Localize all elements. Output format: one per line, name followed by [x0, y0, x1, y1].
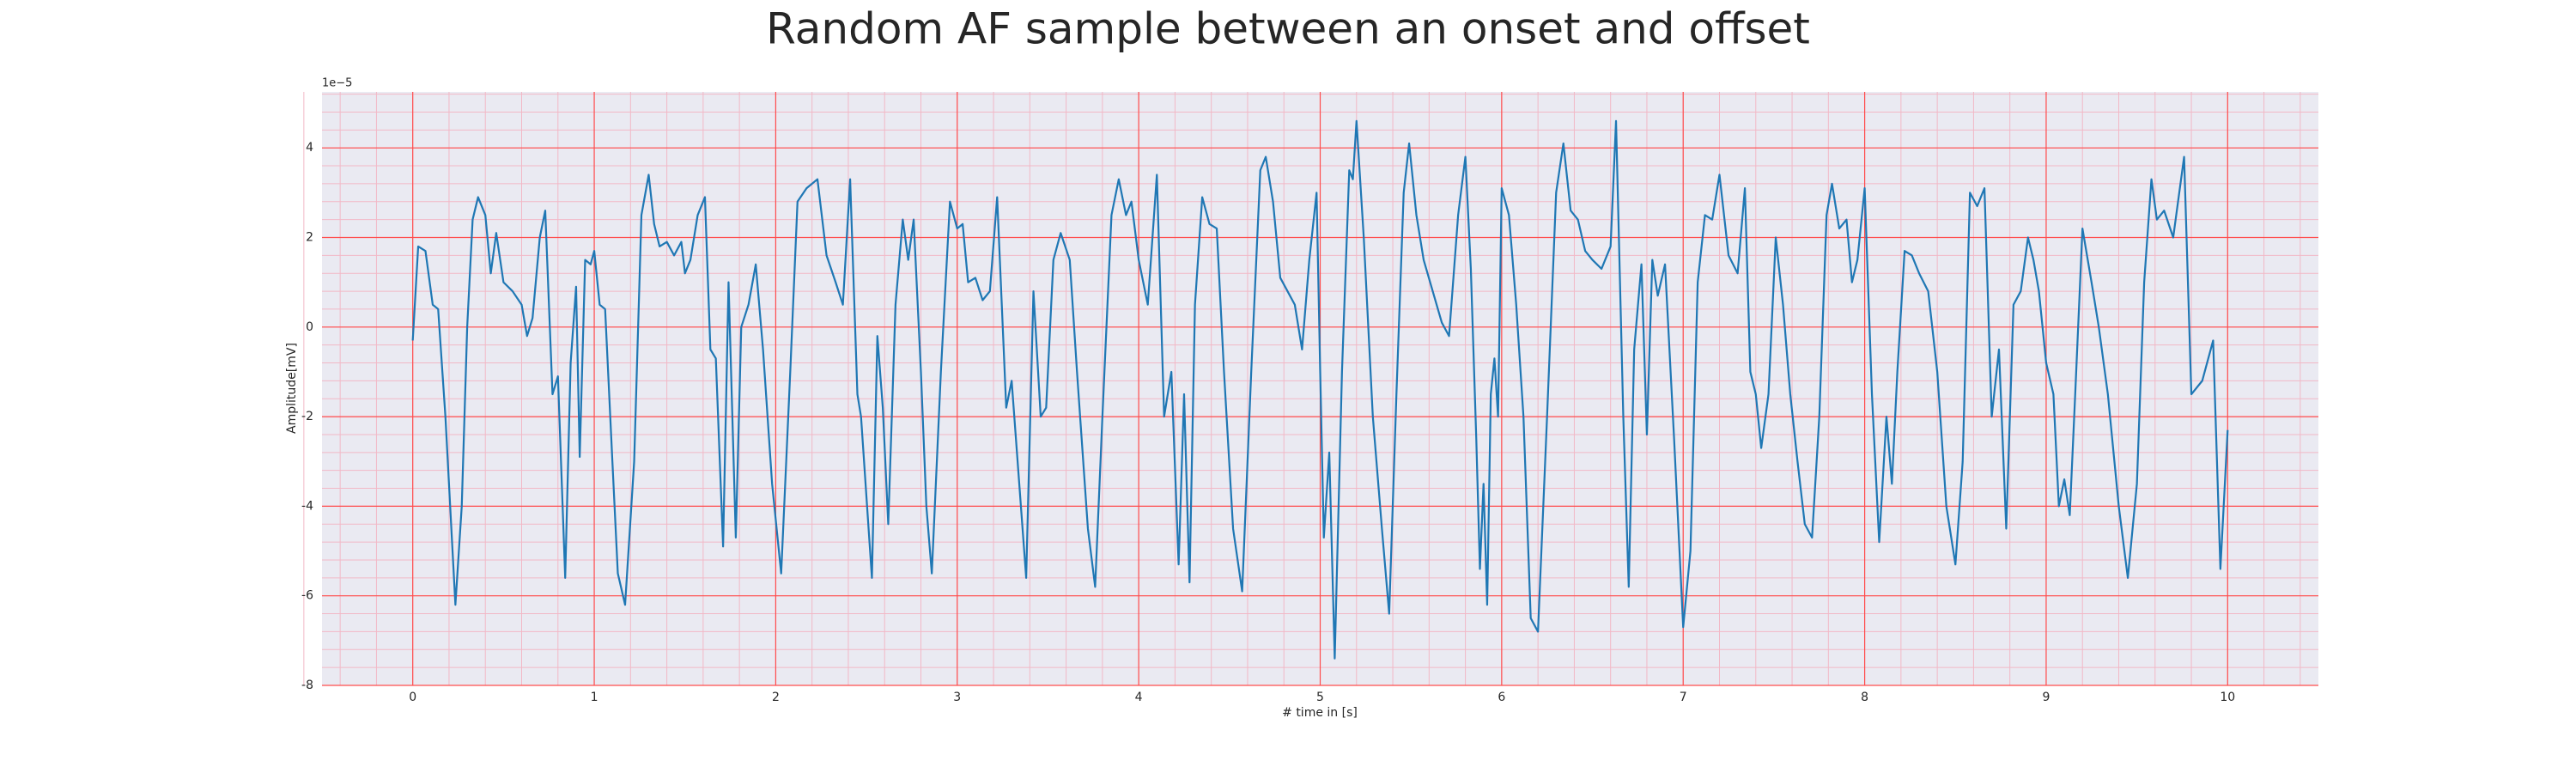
x-tick-label: 0 [409, 691, 416, 704]
x-tick-label: 2 [772, 691, 780, 704]
y-axis-label: Amplitude[mV] [285, 343, 299, 434]
y-tick-label: -8 [301, 679, 313, 692]
x-tick-label: 6 [1498, 691, 1505, 704]
offset-text: 1e−5 [322, 77, 352, 90]
x-tick-label: 4 [1135, 691, 1143, 704]
y-tick-label: -4 [301, 499, 313, 513]
y-tick-label: -6 [301, 589, 313, 603]
x-tick-label: 3 [953, 691, 961, 704]
data-line [411, 119, 2229, 660]
x-tick-label: 1 [591, 691, 598, 704]
x-tick-label: 10 [2220, 691, 2235, 704]
x-tick-label: 5 [1316, 691, 1324, 704]
y-tick-label: 0 [306, 320, 313, 334]
x-tick-label: 7 [1680, 691, 1687, 704]
y-tick-label: 2 [306, 230, 313, 244]
y-tick-label: 4 [306, 141, 313, 155]
y-tick-label: -2 [301, 410, 313, 423]
x-tick-label: 8 [1861, 691, 1868, 704]
x-tick-label: 9 [2042, 691, 2050, 704]
chart-title: Random AF sample between an onset and of… [766, 4, 1810, 54]
x-axis-label: # time in [s] [1282, 706, 1358, 720]
